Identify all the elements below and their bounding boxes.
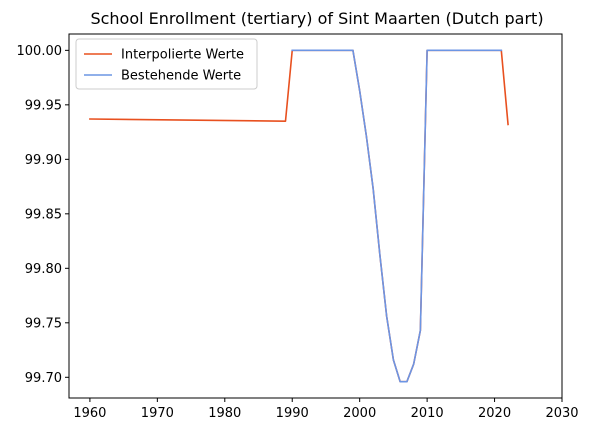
axes-layer: 1960 1970 1980 1990 2000 2010 2020 2030 99.70 99.… — [17, 33, 579, 421]
x-tick-label: 2000 — [343, 406, 376, 421]
y-tick-label: 99.80 — [25, 262, 62, 277]
series-layer — [89, 49, 509, 383]
legend-label: Bestehende Werte — [121, 69, 241, 84]
chart-title: School Enrollment (tertiary) of Sint Maa… — [90, 9, 543, 28]
x-tick-label: 2010 — [411, 406, 444, 421]
legend-box — [75, 38, 258, 90]
y-tick-label: 100.00 — [17, 44, 63, 59]
axes-frame — [68, 33, 563, 399]
series-line-1 — [291, 49, 503, 383]
legend-label: Interpolierte Werte — [121, 48, 244, 63]
series-line-0 — [89, 49, 509, 383]
x-tick-label: 2020 — [478, 406, 511, 421]
legend: Interpolierte Werte Bestehende Werte — [75, 38, 258, 90]
y-tick-label: 99.75 — [25, 316, 62, 331]
x-tick-label: 2030 — [545, 406, 578, 421]
y-tick-label: 99.85 — [25, 207, 62, 222]
x-tick-label: 1970 — [141, 406, 174, 421]
x-tick-label: 1960 — [73, 406, 106, 421]
x-tick-label: 1990 — [276, 406, 309, 421]
y-tick-label: 99.95 — [25, 98, 62, 113]
y-tick-label: 99.90 — [25, 153, 62, 168]
x-tick-label: 1980 — [208, 406, 241, 421]
y-tick-label: 99.70 — [25, 371, 62, 386]
